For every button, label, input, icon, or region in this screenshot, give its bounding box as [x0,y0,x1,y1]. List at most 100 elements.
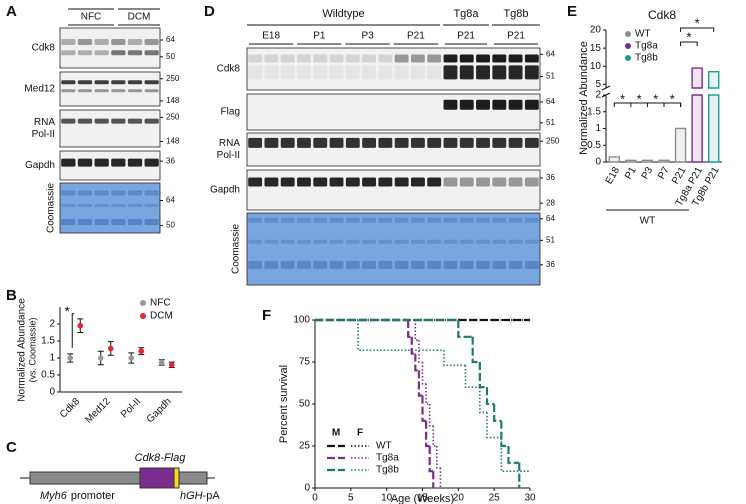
survival-step [417,370,423,397]
x-tick-label: 25 [489,493,501,504]
band [345,239,360,244]
bar [625,159,637,163]
band [144,118,159,124]
band [77,118,93,124]
y-axis-label: Normalized Abundance [17,298,28,402]
significance-bracket [680,41,698,46]
row-label: Med12 [24,84,55,95]
band [248,54,263,63]
promoter-word: promoter [71,490,115,502]
band [443,217,458,223]
x-tick-label: Med12 [83,396,113,426]
band [508,217,523,223]
band [127,80,143,85]
survival-step [425,383,430,405]
sub-label: P21 [457,31,475,42]
band [427,239,442,244]
significance-star: * [686,29,691,44]
band [492,137,507,148]
band [508,137,523,148]
x-tick-label: 30 [524,493,536,504]
significance-star: * [653,91,658,106]
y-tick-label: 20 [590,25,602,36]
band [248,260,263,269]
band [329,217,344,223]
band [127,158,143,167]
band [427,217,442,223]
band [459,177,474,187]
band [476,137,490,148]
band [127,39,143,45]
band [345,137,360,148]
survival-step [500,437,530,472]
y-tick-label: 50 [299,399,311,410]
band [280,239,295,244]
row-label: Cdk8 [32,43,56,54]
row-label: Coomassie [46,183,57,233]
band [127,204,143,207]
survival-step [407,320,412,338]
band [508,99,523,110]
survival-step [464,365,480,388]
marker-label: 50 [166,221,175,230]
marker-label: 64 [546,97,555,106]
band [111,190,126,196]
marker-label: 148 [166,137,180,146]
marker-label: 36 [546,173,555,182]
mean-dot [67,355,74,361]
sub-label: P21 [507,31,525,42]
band [127,219,143,225]
marker-label: 64 [546,49,555,58]
coomassie-stain [246,212,541,286]
band [394,177,409,187]
band [362,177,377,187]
bar [674,127,687,163]
survival-step [457,320,473,338]
band [362,65,377,80]
band [94,219,109,225]
band [297,54,311,63]
band [524,54,539,63]
band [492,54,507,63]
band [476,65,490,80]
band [524,217,539,223]
band [329,177,344,187]
mean-dot [107,345,114,352]
survival-step [478,362,487,389]
band [329,260,344,269]
band [476,217,490,223]
band [378,137,393,148]
legend-label: Tg8a [376,453,399,464]
band [394,260,409,269]
y-axis-label: Normalized Abundance [578,41,590,155]
group-label: Tg8b [503,8,528,20]
band [459,217,474,223]
x-axis-label: Age (Weeks) [391,493,454,504]
blot [59,109,161,148]
blot [59,27,161,69]
significance-star: * [620,91,625,106]
band [280,65,295,80]
survival-step [410,336,416,355]
legend-label: WT [376,441,392,452]
y-tick-label: 1.5 [41,336,55,347]
row-label: Gapdh [25,160,55,171]
band [61,50,76,56]
legend-label: DCM [150,311,173,322]
band [410,260,425,269]
marker-label: 64 [166,35,175,44]
polya-word: -pA [203,490,221,502]
group-label: DCM [128,12,151,23]
band [248,65,263,80]
legend-dot [625,31,631,37]
band [476,177,490,187]
band [144,89,159,93]
band [248,217,263,223]
band [443,65,458,80]
band [94,118,109,124]
band [345,217,360,223]
band [378,65,393,80]
y-tick-label: 0.5 [41,370,55,381]
band [297,260,311,269]
